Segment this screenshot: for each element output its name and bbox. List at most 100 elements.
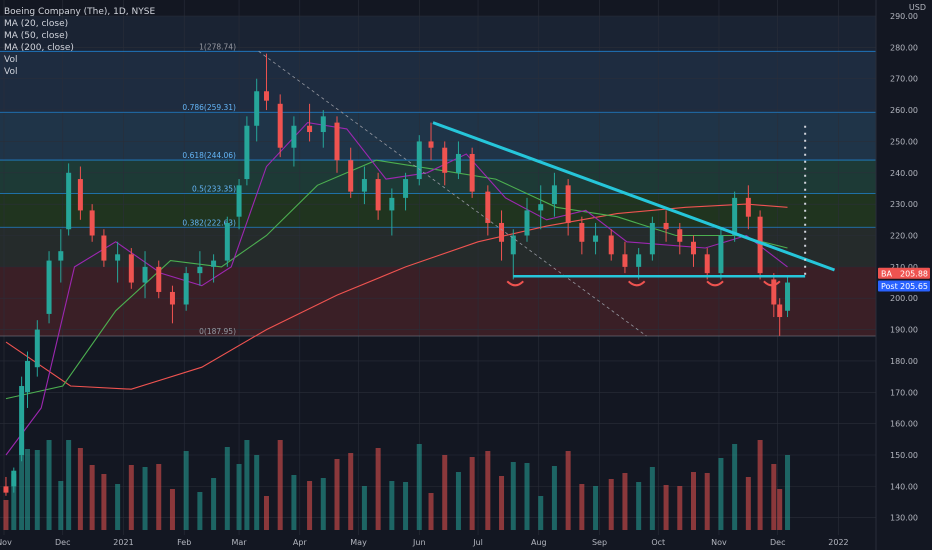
legend-title[interactable]: Boeing Company (The), 1D, NYSE	[4, 7, 156, 17]
volume-bar-4	[34, 450, 40, 530]
candle-body-31	[375, 179, 381, 211]
candle-body-56	[718, 235, 724, 274]
x-tick-1: Dec	[55, 538, 70, 547]
volume-bar-26	[307, 481, 313, 530]
volume-bar-56	[718, 458, 724, 530]
support-touch-2	[706, 280, 724, 287]
legend-vol-2[interactable]: Vol	[4, 67, 18, 77]
volume-bar-49	[622, 473, 628, 530]
candle-body-42	[524, 210, 530, 236]
candle-body-19	[224, 222, 230, 261]
volume-bar-37	[455, 472, 461, 530]
volume-bar-60	[771, 464, 777, 530]
legend-vol-1[interactable]: Vol	[4, 55, 18, 65]
candle-body-1	[11, 470, 17, 487]
candle-body-57	[732, 197, 738, 236]
volume-bar-57	[732, 444, 738, 530]
price-tag-value-1: 205.65	[900, 282, 928, 291]
fib-band-top	[0, 16, 876, 52]
price-tag-0	[878, 267, 930, 279]
y-tick-180: 180.00	[890, 357, 918, 366]
volume-bar-11	[115, 484, 121, 530]
candle-body-61	[777, 304, 783, 318]
volume-bar-33	[403, 482, 409, 530]
volume-bar-59	[757, 440, 763, 530]
volume-bar-27	[320, 478, 326, 530]
candle-body-18	[211, 260, 217, 267]
price-tag-label-1: Post	[881, 282, 898, 291]
legend-ma20[interactable]: MA (20, close)	[4, 19, 69, 29]
volume-bar-6	[58, 481, 64, 530]
candle-body-4	[34, 329, 40, 368]
candle-body-41	[510, 235, 516, 255]
candle-body-45	[565, 185, 571, 223]
candle-body-15	[169, 291, 175, 305]
fib-band-1	[0, 112, 876, 161]
candle-body-29	[348, 160, 354, 192]
volume-bar-45	[565, 451, 571, 530]
x-tick-11: Oct	[651, 538, 665, 547]
volume-bar-19	[224, 447, 230, 530]
candle-body-33	[403, 179, 409, 198]
volume-bar-40	[499, 476, 505, 530]
y-tick-230: 230.00	[890, 200, 918, 209]
x-tick-12: Nov	[711, 538, 727, 547]
candle-body-58	[745, 197, 751, 217]
x-tick-9: Aug	[531, 538, 547, 547]
price-axis-labels: USD 130.00 140.00 150.00 160.00 170.00 180.00 1…	[890, 3, 926, 523]
volume-bar-20	[236, 464, 242, 530]
volume-bar-3	[25, 449, 31, 530]
legend-ma50[interactable]: MA (50, close)	[4, 31, 69, 41]
fib-label-1: 0.786(259.31)	[182, 103, 236, 112]
candle-body-0	[3, 486, 9, 493]
volume-bar-10	[101, 474, 107, 530]
candle-body-36	[442, 147, 448, 173]
candle-body-9	[89, 210, 95, 236]
y-tick-200: 200.00	[890, 294, 918, 303]
candle-body-17	[197, 266, 203, 274]
volume-bar-43	[538, 496, 544, 530]
volume-bar-22	[254, 455, 260, 530]
candle-body-24	[277, 103, 283, 148]
fib-label-4: 0.382(222.63)	[182, 218, 236, 227]
price-tag-value-0: 205.88	[900, 269, 928, 278]
price-tag-1	[878, 280, 930, 292]
volume-bar-15	[169, 489, 175, 530]
volume-bar-36	[442, 455, 448, 530]
volume-bar-1	[11, 474, 17, 530]
volume-bar-30	[361, 486, 367, 530]
y-tick-250: 250.00	[890, 137, 918, 146]
volume-bar-14	[156, 464, 162, 530]
volume-bar-51	[649, 467, 655, 530]
y-tick-150: 150.00	[890, 451, 918, 460]
candle-body-26	[307, 125, 313, 133]
y-tick-140: 140.00	[890, 482, 918, 491]
fib-band-0	[0, 51, 876, 113]
candle-body-34	[416, 141, 422, 180]
fib-band-3	[0, 193, 876, 228]
candle-body-53	[677, 229, 683, 242]
candle-body-5	[46, 260, 52, 314]
candle-body-51	[649, 222, 655, 255]
candle-body-6	[58, 251, 64, 261]
candle-body-13	[142, 266, 148, 283]
volume-bar-21	[244, 440, 250, 530]
x-tick-4: Mar	[232, 538, 248, 547]
candlesticks[interactable]	[3, 53, 791, 496]
y-tick-290: 290.00	[890, 12, 918, 21]
volume-bar-54	[691, 472, 697, 530]
legend-ma200[interactable]: MA (200, close)	[4, 43, 74, 53]
fib-bands	[0, 16, 876, 337]
candle-body-11	[115, 254, 121, 261]
ma50-line	[5, 159, 788, 400]
candle-body-37	[455, 153, 461, 173]
candle-body-48	[608, 235, 614, 255]
candle-body-62	[785, 282, 791, 311]
volume-bars	[3, 440, 791, 530]
volume-bar-29	[348, 453, 354, 530]
candle-body-7	[66, 172, 72, 230]
volume-bar-34	[416, 444, 422, 530]
currency-label: USD	[909, 3, 926, 12]
